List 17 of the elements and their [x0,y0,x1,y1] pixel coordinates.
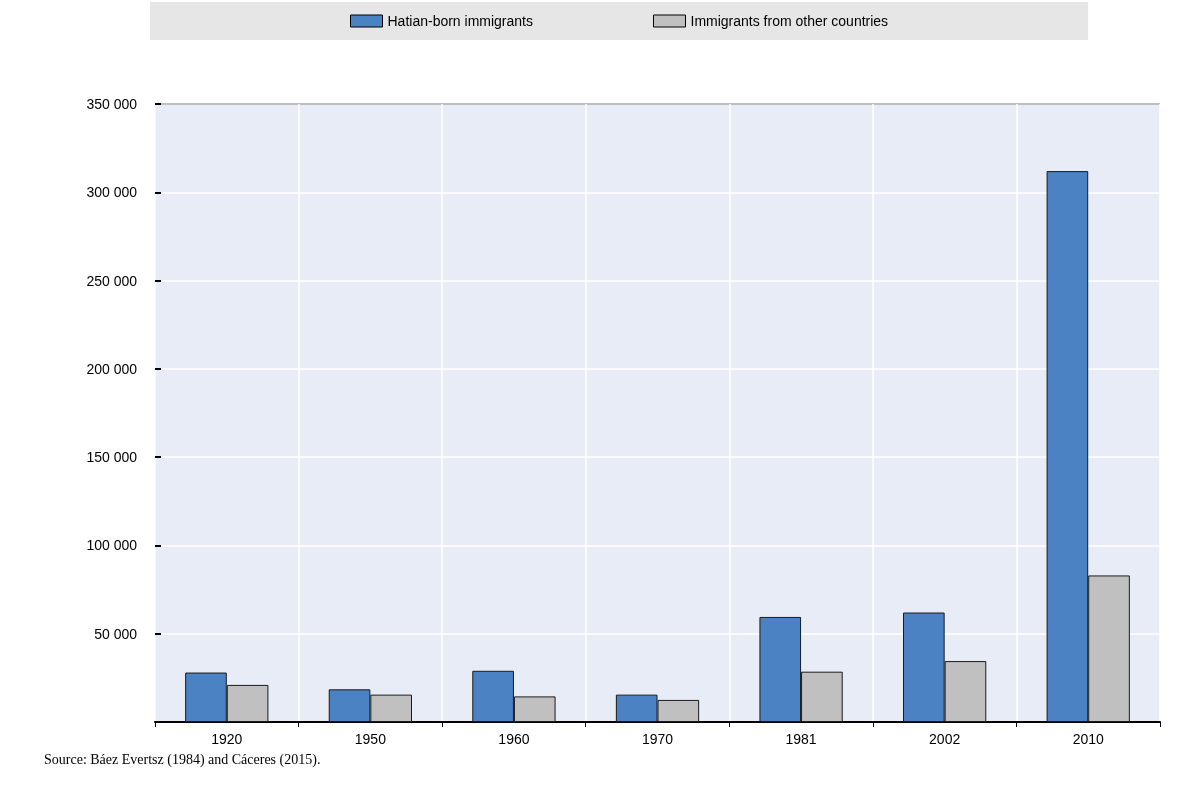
y-tick-label: 250 000 [86,272,138,289]
y-tick-label: 100 000 [86,537,138,554]
x-tick-label: 2010 [1072,731,1104,747]
y-tick-label: 300 000 [86,184,138,201]
legend-label: Hatian-born immigrants [387,13,533,29]
x-tick-label: 1920 [211,731,243,747]
y-tick-label: 350 000 [86,96,138,112]
x-tick-label: 1981 [785,731,817,747]
x-tick-label: 1970 [641,731,674,747]
y-tick-label: 200 000 [86,360,138,377]
x-tick-label: 1950 [354,731,387,747]
x-tick-label: 2002 [929,731,961,747]
source-note: Source: Báez Evertsz (1984) and Cáceres (2015). [44,751,321,768]
x-tick-label: 1960 [498,731,530,747]
y-tick-label: 50 000 [94,625,138,642]
legend-label: Immigrants from other countries [690,13,889,29]
y-tick-label: 150 000 [86,449,138,466]
